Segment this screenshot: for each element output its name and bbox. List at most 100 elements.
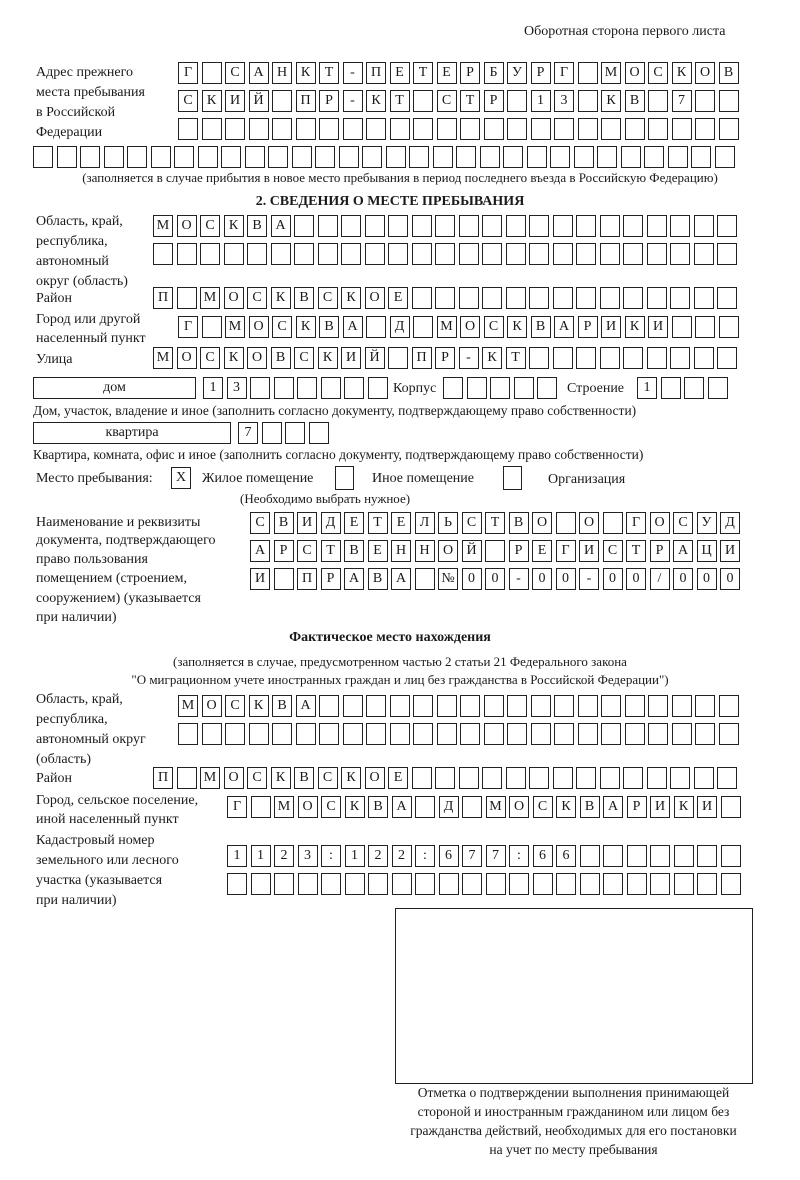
char-cell[interactable] — [297, 873, 318, 895]
char-cell[interactable]: К — [270, 767, 291, 789]
char-cell[interactable]: Г — [227, 796, 247, 818]
char-cell[interactable] — [178, 118, 198, 140]
char-cell[interactable] — [413, 316, 433, 338]
char-cell[interactable]: В — [530, 316, 551, 338]
char-cell[interactable] — [697, 845, 717, 867]
char-cell[interactable]: Д — [720, 512, 740, 534]
char-cell[interactable]: Е — [388, 287, 408, 309]
char-cell[interactable] — [599, 347, 620, 369]
char-cell[interactable]: К — [270, 287, 291, 309]
char-cell[interactable] — [646, 243, 667, 265]
char-cell[interactable]: А — [248, 62, 269, 84]
char-cell[interactable] — [624, 695, 645, 717]
char-cell[interactable] — [695, 695, 715, 717]
char-cell[interactable]: К — [601, 90, 621, 112]
char-cell[interactable]: А — [295, 695, 316, 717]
char-cell[interactable]: К — [223, 347, 244, 369]
char-cell[interactable] — [285, 422, 305, 444]
char-cell[interactable]: Г — [555, 540, 576, 562]
char-cell[interactable] — [201, 723, 222, 745]
char-cell[interactable]: Й — [461, 540, 482, 562]
char-cell[interactable] — [490, 377, 510, 399]
char-cell[interactable]: Т — [413, 62, 433, 84]
char-cell[interactable] — [178, 723, 198, 745]
char-cell[interactable] — [414, 568, 435, 590]
char-cell[interactable]: 0 — [461, 568, 482, 590]
char-cell[interactable] — [648, 118, 668, 140]
char-cell[interactable] — [483, 118, 504, 140]
apt-type-field[interactable]: квартира — [33, 422, 231, 444]
char-cell[interactable] — [225, 118, 245, 140]
char-cell[interactable] — [624, 118, 645, 140]
char-cell[interactable] — [552, 287, 573, 309]
char-cell[interactable]: - — [458, 347, 479, 369]
char-cell[interactable]: А — [344, 568, 364, 590]
char-cell[interactable]: О — [247, 347, 267, 369]
char-cell[interactable]: 3 — [554, 90, 574, 112]
char-cell[interactable] — [529, 287, 549, 309]
char-cell[interactable] — [576, 243, 596, 265]
char-cell[interactable] — [413, 723, 433, 745]
char-cell[interactable]: Р — [460, 62, 480, 84]
char-cell[interactable] — [174, 146, 194, 168]
char-cell[interactable] — [366, 316, 386, 338]
char-cell[interactable] — [127, 146, 147, 168]
char-cell[interactable]: К — [624, 316, 645, 338]
char-cell[interactable]: С — [461, 512, 482, 534]
char-cell[interactable] — [532, 873, 553, 895]
char-cell[interactable]: О — [223, 767, 244, 789]
char-cell[interactable]: К — [671, 62, 692, 84]
char-cell[interactable] — [415, 873, 435, 895]
apt-number-field[interactable]: 7 — [238, 422, 332, 444]
char-cell[interactable] — [670, 243, 690, 265]
char-cell[interactable] — [556, 873, 576, 895]
char-cell[interactable]: В — [718, 62, 739, 84]
char-cell[interactable] — [483, 723, 504, 745]
char-cell[interactable] — [576, 287, 596, 309]
char-cell[interactable] — [201, 118, 222, 140]
char-cell[interactable] — [552, 347, 573, 369]
char-cell[interactable]: Д — [389, 316, 410, 338]
char-cell[interactable] — [667, 146, 688, 168]
char-cell[interactable] — [718, 90, 739, 112]
char-cell[interactable] — [438, 873, 459, 895]
char-cell[interactable] — [695, 118, 715, 140]
char-cell[interactable]: Т — [320, 540, 341, 562]
char-cell[interactable]: 7 — [485, 845, 506, 867]
char-cell[interactable]: П — [366, 62, 386, 84]
char-cell[interactable]: Д — [320, 512, 341, 534]
char-cell[interactable] — [624, 723, 645, 745]
char-cell[interactable]: 1 — [344, 845, 365, 867]
char-cell[interactable] — [646, 347, 667, 369]
char-cell[interactable] — [697, 873, 717, 895]
char-cell[interactable]: И — [720, 540, 740, 562]
char-cell[interactable] — [671, 695, 692, 717]
char-cell[interactable] — [601, 695, 621, 717]
char-cell[interactable]: О — [297, 796, 318, 818]
char-cell[interactable]: О — [438, 540, 458, 562]
char-cell[interactable] — [530, 723, 551, 745]
char-cell[interactable]: Р — [319, 90, 339, 112]
char-cell[interactable] — [227, 873, 247, 895]
char-cell[interactable] — [295, 723, 316, 745]
char-cell[interactable] — [435, 215, 455, 237]
char-cell[interactable]: Е — [388, 767, 408, 789]
char-cell[interactable]: К — [295, 62, 316, 84]
char-cell[interactable] — [720, 845, 741, 867]
char-cell[interactable] — [456, 146, 476, 168]
char-cell[interactable] — [482, 215, 502, 237]
char-cell[interactable]: О — [695, 62, 715, 84]
char-cell[interactable]: И — [341, 347, 361, 369]
char-cell[interactable]: В — [368, 796, 388, 818]
char-cell[interactable]: Р — [530, 62, 551, 84]
char-cell[interactable] — [270, 243, 291, 265]
char-cell[interactable] — [485, 540, 505, 562]
char-cell[interactable]: Е — [391, 512, 411, 534]
char-cell[interactable] — [646, 767, 667, 789]
char-cell[interactable]: М — [485, 796, 506, 818]
char-cell[interactable] — [272, 118, 292, 140]
char-cell[interactable]: А — [554, 316, 574, 338]
char-cell[interactable]: 7 — [671, 90, 692, 112]
char-cell[interactable]: К — [341, 767, 361, 789]
